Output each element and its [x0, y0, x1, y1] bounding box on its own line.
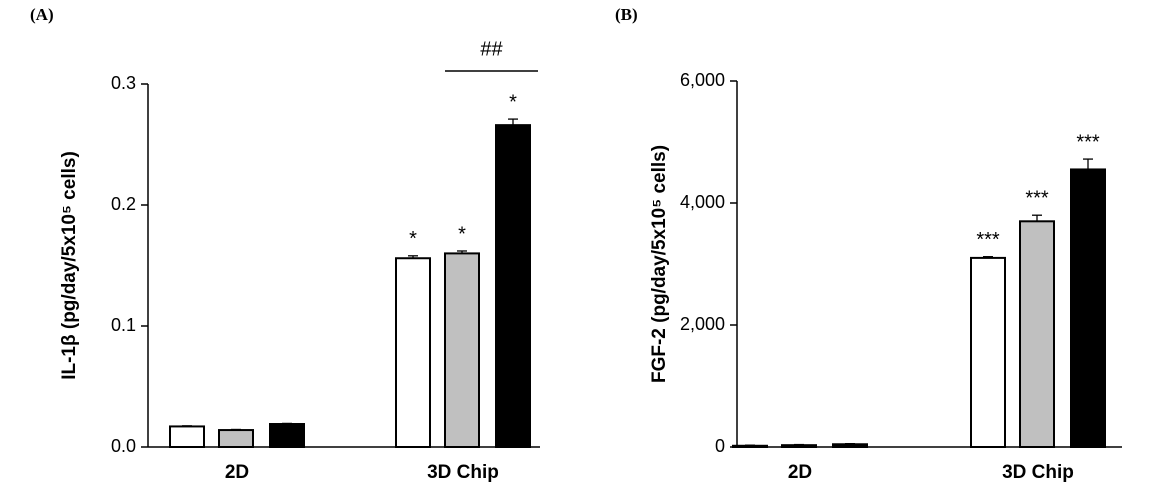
x-tick-label: 3D Chip: [427, 462, 499, 483]
bar: [444, 252, 480, 448]
y-tick-label: 2,000: [680, 314, 725, 334]
y-tick-label: 0.3: [111, 73, 136, 93]
panel-label: (B): [615, 5, 638, 24]
significance-label: *: [409, 228, 417, 250]
x-tick-label: 2D: [788, 462, 812, 483]
bar: [169, 425, 205, 448]
bar: [218, 429, 254, 448]
significance-label: ***: [976, 229, 1000, 251]
bar: [1019, 220, 1055, 448]
panel-label: (A): [30, 5, 54, 24]
x-tick-label: 3D Chip: [1002, 462, 1074, 483]
bar: [970, 256, 1006, 448]
x-tick-label: 2D: [225, 462, 249, 483]
bar: [495, 124, 531, 448]
significance-label: *: [509, 91, 517, 113]
y-tick-label: 0: [715, 436, 725, 456]
bar: [732, 444, 768, 448]
bar: [832, 443, 868, 449]
bar: [781, 444, 817, 449]
y-tick-label: 0.0: [111, 436, 136, 456]
significance-label: *: [458, 223, 466, 245]
y-tick-label: 6,000: [680, 70, 725, 90]
bar: [395, 257, 431, 448]
y-axis-label: FGF-2 (pg/day/5x10⁵ cells): [649, 145, 670, 383]
bar: [1070, 168, 1106, 448]
significance-label: ***: [1076, 131, 1100, 153]
y-tick-label: 0.1: [111, 315, 136, 335]
significance-label: ***: [1025, 187, 1049, 209]
y-tick-label: 0.2: [111, 194, 136, 214]
y-tick-label: 4,000: [680, 192, 725, 212]
bracket-label: ##: [480, 38, 503, 60]
bar: [269, 423, 305, 449]
y-axis-label: IL-1β (pg/day/5x10⁵ cells): [59, 151, 80, 380]
